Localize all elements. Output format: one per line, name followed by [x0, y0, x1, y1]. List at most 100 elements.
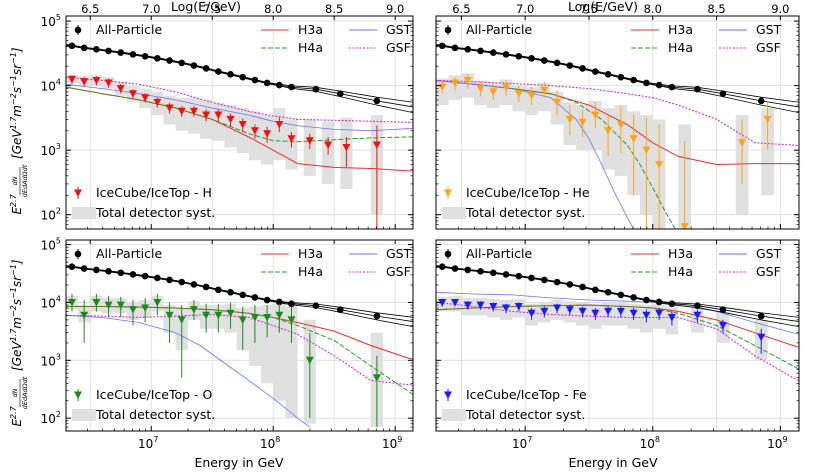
all-particle-point	[438, 42, 446, 50]
plot-area	[436, 16, 799, 229]
all-particle-point	[276, 298, 283, 306]
data-point-fe	[591, 309, 600, 318]
left-tick-label: 103	[41, 142, 61, 158]
grid	[436, 240, 799, 431]
all-particle-point	[154, 274, 161, 282]
legend-syst-swatch	[442, 409, 466, 421]
all-particle-point	[655, 81, 663, 89]
bottom-tick-label: 108	[260, 435, 280, 451]
all-particle-point	[617, 73, 625, 81]
all-particle-point	[276, 81, 283, 89]
all-particle-point	[579, 65, 586, 72]
legend-all-particle-label: All-Particle	[466, 22, 533, 37]
all-particle-point	[141, 52, 149, 60]
left-tick-label: 105	[41, 237, 61, 253]
data-point-h	[342, 143, 351, 152]
data-point-fe	[616, 307, 625, 316]
all-particle-point	[190, 62, 198, 69]
all-particle-point	[617, 291, 625, 299]
data-point-fe	[693, 311, 702, 320]
all-particle-point	[694, 302, 701, 309]
all-particle-point	[105, 268, 112, 275]
all-particle-point	[373, 312, 381, 320]
data-point-he	[463, 77, 472, 85]
data-point-fe	[502, 304, 511, 313]
data-point-fe	[655, 309, 664, 318]
data-point-h	[141, 94, 150, 102]
legend-upper: All-Particle H3a H4a GST GSF	[444, 22, 782, 55]
data-point-he	[514, 90, 523, 98]
data-point-h	[263, 130, 272, 138]
y-axis-label-bottom: E2.7 [GeV1.7m−2s−1sr−1] dN dEdAdΩdt	[9, 259, 29, 426]
all-particle-point	[719, 90, 727, 97]
legend-syst-swatch	[72, 409, 96, 421]
all-particle-point	[668, 300, 676, 308]
legend-syst-label: Total detector syst.	[95, 205, 215, 220]
legend-label-gsf: GSF	[756, 264, 781, 279]
data-point-o	[189, 306, 198, 314]
svg-text:dN: dN	[11, 388, 19, 397]
data-point-o	[226, 309, 235, 318]
all-particle-point	[655, 298, 663, 306]
syst-band	[273, 303, 286, 401]
legend-label-h4a: H4a	[668, 40, 693, 55]
legend-label-h4a: H4a	[668, 264, 693, 279]
all-particle-point	[668, 83, 676, 91]
top-tick-label: 9.0	[386, 2, 404, 16]
data-point-o	[250, 313, 259, 322]
model-curve-gsf	[66, 76, 413, 124]
all-particle-point	[643, 79, 650, 87]
bottom-tick-label: 109	[382, 435, 402, 451]
ticks	[436, 16, 799, 229]
data-point-he	[591, 111, 600, 120]
all-particle-point	[757, 312, 765, 320]
data-point-fe	[578, 307, 587, 316]
data-point-he	[489, 88, 498, 96]
data-point-fe	[629, 309, 638, 318]
legend-all-particle-marker	[74, 26, 82, 34]
panel-hydrogen: 6.5 7.0 7.5 8.0 8.5 9.0 102 103 104 105 All-Partic…	[41, 2, 414, 230]
data-point-h	[165, 104, 174, 113]
data-point-h	[372, 141, 381, 150]
legend-label-gsf: GSF	[756, 40, 781, 55]
left-tick-label: 102	[41, 207, 61, 223]
data-point-o	[275, 311, 284, 320]
all-particle-point	[117, 269, 125, 277]
syst-band	[273, 108, 286, 161]
legend-syst-label: Total detector syst.	[465, 407, 585, 422]
data-point-he	[763, 115, 772, 124]
all-particle-point	[489, 269, 497, 277]
all-particle-point	[166, 276, 173, 284]
all-particle-point	[515, 52, 523, 60]
data-point-he	[578, 118, 587, 127]
all-particle-point	[105, 47, 112, 55]
data-point-o	[128, 306, 137, 314]
data-point-he	[502, 83, 511, 92]
all-particle-point	[541, 276, 548, 284]
left-tick-label: 102	[41, 410, 61, 426]
data-point-he	[680, 223, 689, 229]
data-point-fe	[565, 306, 574, 314]
bottom-axis-label-right: Energy in GeV	[568, 455, 657, 470]
bottom-tick-label: 107	[512, 435, 532, 451]
all-particle-point	[178, 59, 186, 67]
all-particle-point	[464, 46, 472, 53]
legend-label-h3a: H3a	[668, 246, 693, 261]
all-particle-point	[630, 294, 637, 301]
all-particle-point	[288, 83, 295, 91]
data-point-h	[92, 77, 101, 85]
bottom-axis-label-left: Energy in GeV	[194, 455, 283, 470]
all-particle-point	[515, 272, 523, 280]
top-tick-label: 8.5	[325, 2, 343, 16]
all-particle-point	[263, 296, 271, 304]
data-point-he	[451, 79, 460, 87]
data-point-fe	[463, 301, 472, 310]
legend-series-marker	[74, 189, 82, 197]
data-point-fe	[489, 303, 498, 311]
legend-label-h3a: H3a	[298, 22, 323, 37]
all-particle-point	[202, 283, 210, 291]
data-point-h	[116, 85, 125, 93]
top-tick-label: 8.0	[264, 2, 282, 16]
ticks	[436, 240, 799, 431]
all-particle-point	[190, 281, 198, 288]
